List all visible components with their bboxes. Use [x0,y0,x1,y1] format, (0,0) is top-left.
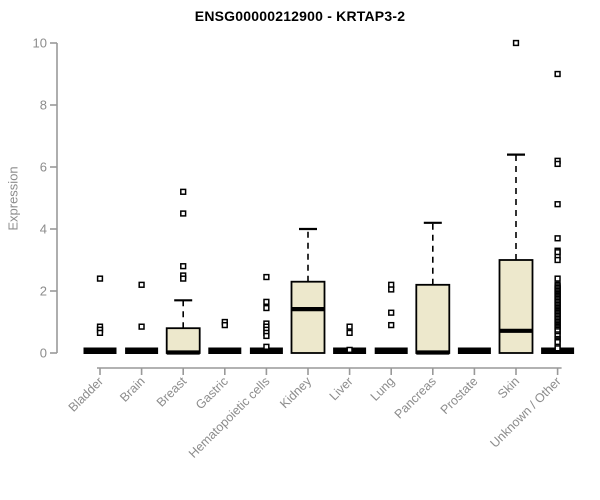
outlier-point [346,346,353,354]
collapsed-box-bar [125,347,159,354]
outlier-point [138,323,145,330]
box-prostate [457,347,491,354]
outlier-point [554,201,561,208]
x-tick-label: Gastric [193,374,231,412]
outlier-point [96,329,104,337]
box-hematopoietic-cells [249,273,283,354]
x-tick-label: Pancreas [392,374,439,421]
outlier-point [388,321,395,329]
collapsed-box-bar [457,347,491,354]
outlier-point [554,70,561,78]
x-tick-label: Breast [154,374,190,410]
y-tick-label: 0 [40,346,47,361]
y-tick-label: 4 [40,222,47,237]
outlier-point [180,188,187,195]
chart-title: ENSG00000212900 - KRTAP3-2 [194,8,406,24]
box-liver [333,323,367,354]
box-rect [415,283,451,354]
outlier-point [512,39,520,47]
x-tick-label: Kidney [277,374,314,411]
outlier-point [346,329,353,337]
x-tick-label: Hematopoietic cells [186,374,273,461]
x-tick-label: Skin [495,374,522,401]
y-tick-label: 2 [40,284,47,299]
outlier-point [554,275,561,282]
outlier-point [263,298,270,306]
box-skin [498,39,534,354]
x-tick-label: Liver [327,374,356,403]
box-kidney [290,227,326,354]
y-tick-label: 6 [40,160,47,175]
box-brain [125,281,159,354]
outlier-point [180,263,187,270]
outlier-point [96,275,104,282]
collapsed-box-bar [208,347,242,354]
box-rect [290,280,326,354]
outlier-point [346,323,353,330]
collapsed-box-bar [249,347,283,354]
box-breast [165,188,201,355]
collapsed-box-bar [374,347,408,354]
box-rect [498,259,534,354]
outlier-point [388,286,395,293]
x-tick-label: Bladder [66,374,106,414]
outlier-point [554,160,561,168]
outlier-point [263,343,270,350]
x-tick-label: Unknown / Other [487,374,563,450]
box-lung [374,281,408,354]
outlier-point [554,345,561,352]
box-gastric [208,318,242,354]
box-rect [165,327,201,354]
outlier-point [263,273,270,281]
outlier-point [221,321,228,329]
outlier-point [180,210,187,217]
y-tick-label: 10 [33,36,47,51]
outlier-point [263,304,270,312]
box-unknown-other [541,70,575,354]
outlier-point [263,332,270,340]
y-tick-label: 8 [40,98,47,113]
outlier-point [138,281,145,288]
outlier-point [554,256,561,264]
collapsed-box-bar [83,347,117,354]
outlier-point [180,275,187,282]
outlier-point [388,309,395,316]
x-tick-label: Brain [117,374,148,405]
box-bladder [83,275,117,354]
outlier-point [554,235,561,242]
box-pancreas [415,221,451,355]
x-tick-label: Prostate [438,374,481,417]
x-tick-label: Lung [368,374,398,404]
